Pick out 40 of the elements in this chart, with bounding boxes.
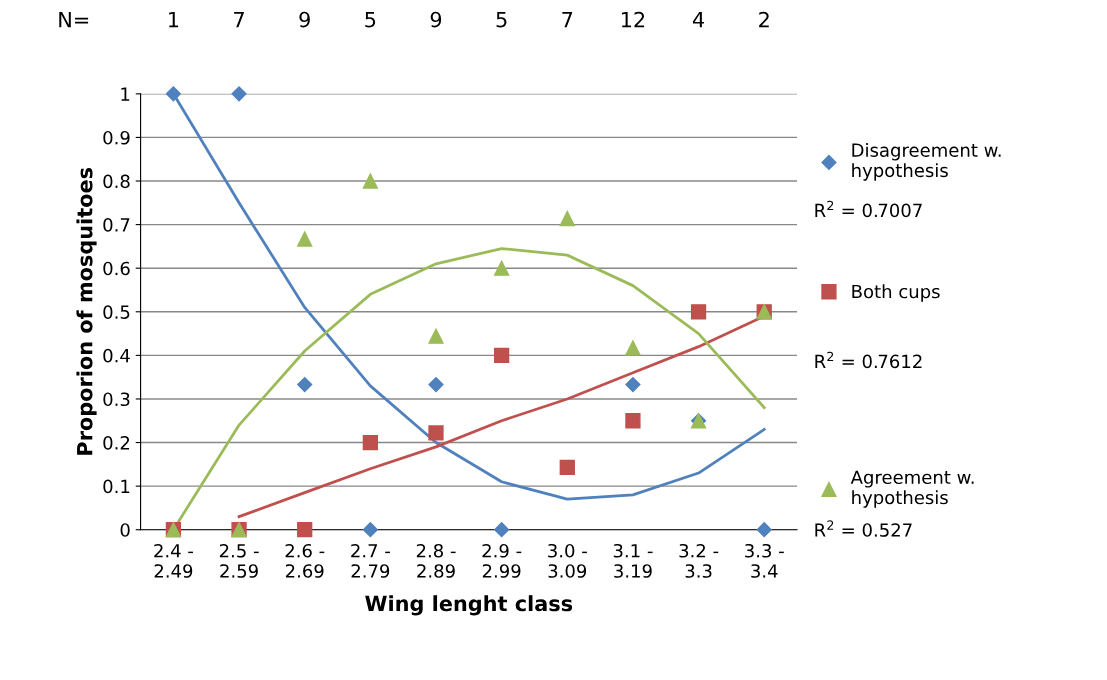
text: 1 [169, 11, 179, 28]
y-tick-label: 0.2 [103, 436, 130, 450]
text: 9 [299, 11, 310, 28]
y-tick-label: 0.3 [103, 392, 130, 407]
y-tick-label: 0.1 [103, 479, 130, 494]
x-tick-label: 2.9 - 2.99 [482, 543, 522, 578]
text: 7 [234, 11, 244, 28]
x-tick-label: 2.5 - 2.59 [219, 543, 259, 578]
text: N= [59, 11, 89, 28]
y-tick-label: 0 [120, 523, 130, 537]
text: 7 [562, 11, 573, 28]
x-tick-label: 2.8 - 2.89 [416, 543, 456, 578]
legend-label: Disagreement w. hypothesis [852, 142, 1001, 181]
y-tick-label: 0.9 [103, 130, 130, 145]
text: 9 [430, 11, 442, 28]
x-axis-title: Wing lenght class [365, 595, 573, 616]
text: 5 [496, 11, 507, 28]
y-tick-label: 0.7 [103, 218, 130, 232]
text: 2 [827, 200, 834, 211]
x-tick-label: 3.1 - 3.19 [613, 543, 653, 578]
x-tick-label: 3.3 - 3.4 [745, 543, 784, 578]
text: 2 [759, 11, 769, 28]
y-tick-label: 0.4 [103, 348, 130, 363]
text: 12 [621, 11, 645, 28]
x-tick-label: 2.4 - 2.49 [154, 543, 194, 578]
y-tick-label: 0.8 [103, 174, 130, 189]
x-tick-label: 3.2 - 3.3 [679, 543, 719, 578]
y-tick-label: 0.5 [103, 305, 130, 319]
text: R$^{2}$ = 0.527 [815, 520, 912, 537]
y-tick-label: 0.6 [103, 261, 130, 276]
text: 5 [365, 11, 376, 28]
x-tick-label: 3.0 - 3.09 [548, 543, 587, 578]
text: 4 [692, 11, 705, 28]
legend-label: Both cups [852, 284, 940, 302]
y-tick-label: 1 [121, 87, 130, 101]
legend-label: Agreement w. hypothesis [850, 470, 974, 508]
text: R$^{2}$ = 0.7612 [815, 351, 922, 369]
y-axis-title: Proporion of mosquitoes [76, 167, 97, 455]
x-tick-label: 2.7 - 2.79 [351, 543, 390, 578]
x-tick-label: 2.6 - 2.69 [285, 543, 325, 578]
